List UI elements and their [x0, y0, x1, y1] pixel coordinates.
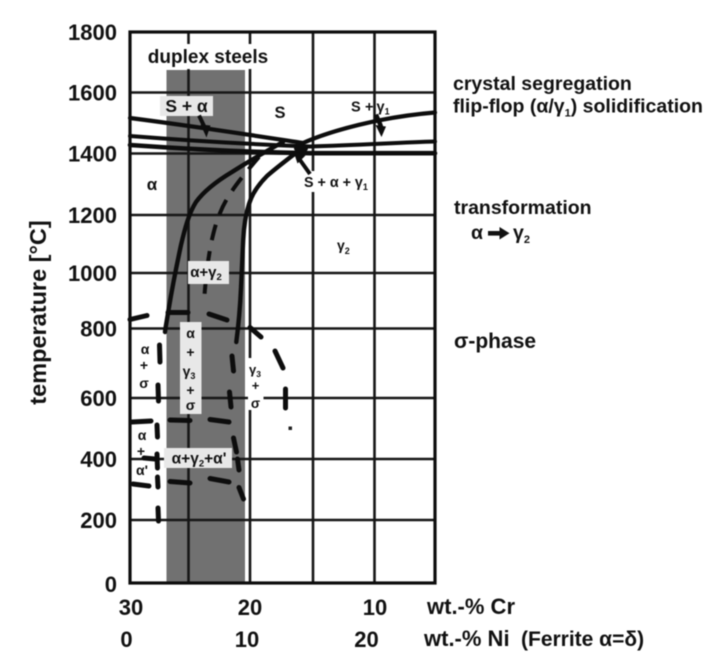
svg-text:800: 800: [80, 317, 117, 342]
svg-text:+: +: [252, 378, 260, 393]
svg-text:α: α: [471, 222, 483, 244]
svg-text:transformation: transformation: [454, 197, 592, 219]
svg-text:α': α': [136, 462, 148, 478]
svg-text:α: α: [147, 175, 158, 194]
svg-text:+: +: [186, 382, 194, 398]
svg-text:α: α: [138, 427, 147, 443]
svg-text:20: 20: [238, 595, 262, 620]
svg-text:temperature [°C]: temperature [°C]: [25, 220, 51, 404]
svg-text:400: 400: [80, 447, 117, 472]
svg-text:1400: 1400: [68, 142, 117, 167]
svg-text:α+γ2+α': α+γ2+α': [172, 451, 227, 470]
svg-text:30: 30: [119, 595, 143, 620]
svg-text:crystal segregation: crystal segregation: [453, 73, 632, 95]
svg-text:10: 10: [363, 595, 387, 620]
svg-text:γ2: γ2: [337, 237, 350, 256]
svg-text:wt.-% Cr: wt.-% Cr: [426, 594, 515, 619]
svg-text:10: 10: [235, 627, 259, 652]
svg-text:0: 0: [120, 627, 132, 652]
svg-text:1200: 1200: [68, 203, 117, 228]
svg-text:γ2: γ2: [513, 222, 530, 246]
svg-text:20: 20: [354, 627, 378, 652]
svg-text:S+γ1: S + γ1: [351, 100, 390, 117]
svg-text:flip-flop (α/γ1) solidificatio: flip-flop (α/γ1) solidification: [453, 96, 703, 120]
svg-text:1800: 1800: [68, 20, 117, 45]
svg-text:+: +: [140, 357, 148, 373]
svg-text:200: 200: [80, 508, 117, 533]
svg-text:α: α: [141, 341, 150, 357]
svg-text:(Ferrite α=δ): (Ferrite α=δ): [521, 628, 644, 651]
svg-text:duplex steels: duplex steels: [148, 47, 268, 68]
svg-text:600: 600: [80, 386, 117, 411]
svg-text:+: +: [137, 443, 145, 459]
svg-text:S: S: [274, 104, 285, 122]
svg-text:+: +: [186, 344, 194, 360]
svg-text:0: 0: [105, 572, 117, 597]
svg-text:wt.-% Ni: wt.-% Ni: [423, 626, 510, 651]
svg-text:α+γ2: α+γ2: [190, 264, 222, 283]
svg-text:σ-phase: σ-phase: [454, 330, 536, 353]
svg-text:1000: 1000: [68, 261, 117, 286]
svg-text:S + α + γ1: S + α + γ1: [304, 175, 368, 192]
svg-text:S + α: S + α: [165, 96, 208, 116]
svg-text:1600: 1600: [68, 81, 117, 106]
svg-text:α: α: [186, 325, 195, 341]
svg-text:σ: σ: [251, 396, 260, 411]
svg-text:σ: σ: [186, 397, 196, 413]
svg-text:σ: σ: [139, 375, 149, 391]
